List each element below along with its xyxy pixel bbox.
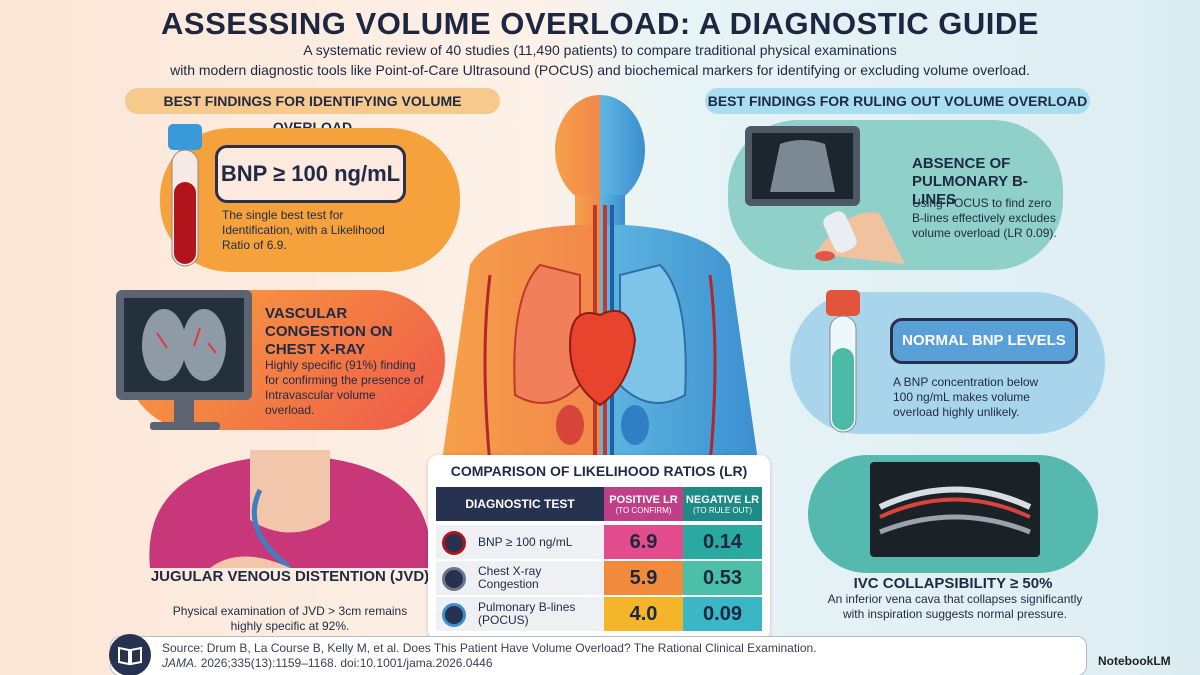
title: ASSESSING VOLUME OVERLOAD: A DIAGNOSTIC … — [161, 6, 1039, 41]
illustration-path — [483, 274, 717, 466]
column-label: POSITIVE LR — [609, 493, 678, 506]
row-icon — [442, 567, 466, 591]
column-header: DIAGNOSTIC TEST — [436, 487, 604, 521]
ultrasound-illustration — [745, 126, 905, 264]
column-header: NEGATIVE LR (TO RULE OUT) — [683, 487, 762, 521]
column-header: POSITIVE LR (TO CONFIRM) — [604, 487, 683, 521]
table-title: COMPARISON OF LIKELIHOOD RATIOS (LR) — [450, 463, 748, 479]
card-text: Physical examination of JVD > 3cm remain… — [172, 604, 408, 633]
xray-monitor — [116, 290, 252, 430]
source-box — [110, 636, 1087, 675]
journal: JAMA. — [162, 656, 198, 670]
test-name: Pulmonary B-lines (POCUS) — [436, 597, 604, 631]
row-icon — [442, 531, 466, 555]
card-text: Highly specific (91%) finding for confir… — [265, 358, 424, 417]
column-label: NEGATIVE LR — [685, 493, 760, 506]
card-text: The single best test for Identification,… — [222, 208, 385, 252]
body-illustration — [440, 95, 760, 475]
illustration-path — [118, 646, 142, 666]
column-note: (TO RULE OUT) — [693, 505, 752, 515]
illustration-path — [156, 327, 217, 354]
illustration-path — [879, 514, 1031, 535]
source-text: Source: Drum B, La Course B, Kelly M, et… — [162, 641, 1062, 671]
card-label: NORMAL BNP LEVELS — [890, 318, 1078, 364]
positive-lr: 5.9 — [604, 561, 683, 595]
illustration-rect — [823, 211, 857, 253]
subtitle: A systematic review of 40 studies (11,49… — [303, 42, 897, 58]
illustration-path — [878, 486, 1032, 510]
illustration-ellipse — [815, 251, 835, 261]
positive-lr: 6.9 — [604, 525, 683, 559]
column-note: (TO CONFIRM) — [615, 505, 672, 515]
illustration-ellipse — [182, 309, 226, 381]
neck-illustration — [149, 450, 431, 568]
illustration-path — [210, 556, 290, 568]
card-text: An inferior vena cava that collapses sig… — [827, 592, 1083, 621]
negative-lr: 0.09 — [683, 597, 762, 631]
positive-lr: 4.0 — [604, 597, 683, 631]
illustration-path — [513, 263, 581, 404]
illustration-rect — [870, 462, 1040, 557]
illustration-path — [770, 140, 835, 192]
illustration-rect — [832, 348, 854, 430]
right-heading: BEST FINDINGS FOR RULING OUT VOLUME OVER… — [705, 88, 1090, 114]
illustration-path — [619, 263, 687, 404]
illustration-rect — [174, 182, 196, 264]
test-tube — [168, 124, 202, 267]
source-line: Source: Drum B, La Course B, Kelly M, et… — [162, 641, 817, 655]
card-title: JUGULAR VENOUS DISTENTION (JVD) — [150, 568, 430, 585]
card-title: IVC COLLAPSIBILITY ≥ 50% — [853, 575, 1053, 592]
lr-table: COMPARISON OF LIKELIHOOD RATIOS (LR) DIA… — [428, 455, 770, 640]
column-label: DIAGNOSTIC TEST — [465, 497, 575, 511]
card-label: BNP ≥ 100 ng/mL — [215, 145, 406, 203]
ivc-ultrasound — [870, 462, 1040, 557]
test-name: BNP ≥ 100 ng/mL — [436, 525, 604, 559]
negative-lr: 0.14 — [683, 525, 762, 559]
illustration-path — [251, 488, 292, 568]
illustration-rect — [174, 400, 194, 422]
citation: 2026;335(13):1159–1168. doi:10.1001/jama… — [200, 656, 493, 670]
illustration-rect — [150, 422, 220, 430]
illustration-ellipse — [555, 95, 645, 205]
illustration-ellipse — [556, 405, 584, 445]
illustration-path — [879, 497, 1031, 519]
card-title: ABSENCE OF PULMONARY B-LINES — [912, 155, 1028, 208]
negative-lr: 0.53 — [683, 561, 762, 595]
card-title: VASCULAR CONGESTION ON CHEST X-RAY — [265, 305, 393, 358]
test-tube — [826, 290, 860, 433]
illustration-ellipse — [621, 405, 649, 445]
brand: NotebookLM — [1098, 654, 1171, 668]
illustration-rect — [168, 124, 202, 150]
illustration-path — [250, 450, 330, 533]
book-icon — [109, 634, 151, 675]
citation-line: JAMA. 2026;335(13):1159–1168. doi:10.100… — [162, 656, 1062, 671]
card-text: Using POCUS to find zero B-lines effecti… — [912, 196, 1057, 240]
illustration-path — [568, 309, 637, 407]
left-heading: BEST FINDINGS FOR IDENTIFYING VOLUME OVE… — [125, 88, 500, 135]
row-icon — [442, 603, 466, 627]
subtitle: with modern diagnostic tools like Point-… — [170, 62, 1030, 78]
card-text: A BNP concentration below 100 ng/mL make… — [893, 375, 1039, 419]
test-name: Chest X-ray Congestion — [436, 561, 604, 595]
illustration-rect — [826, 290, 860, 316]
